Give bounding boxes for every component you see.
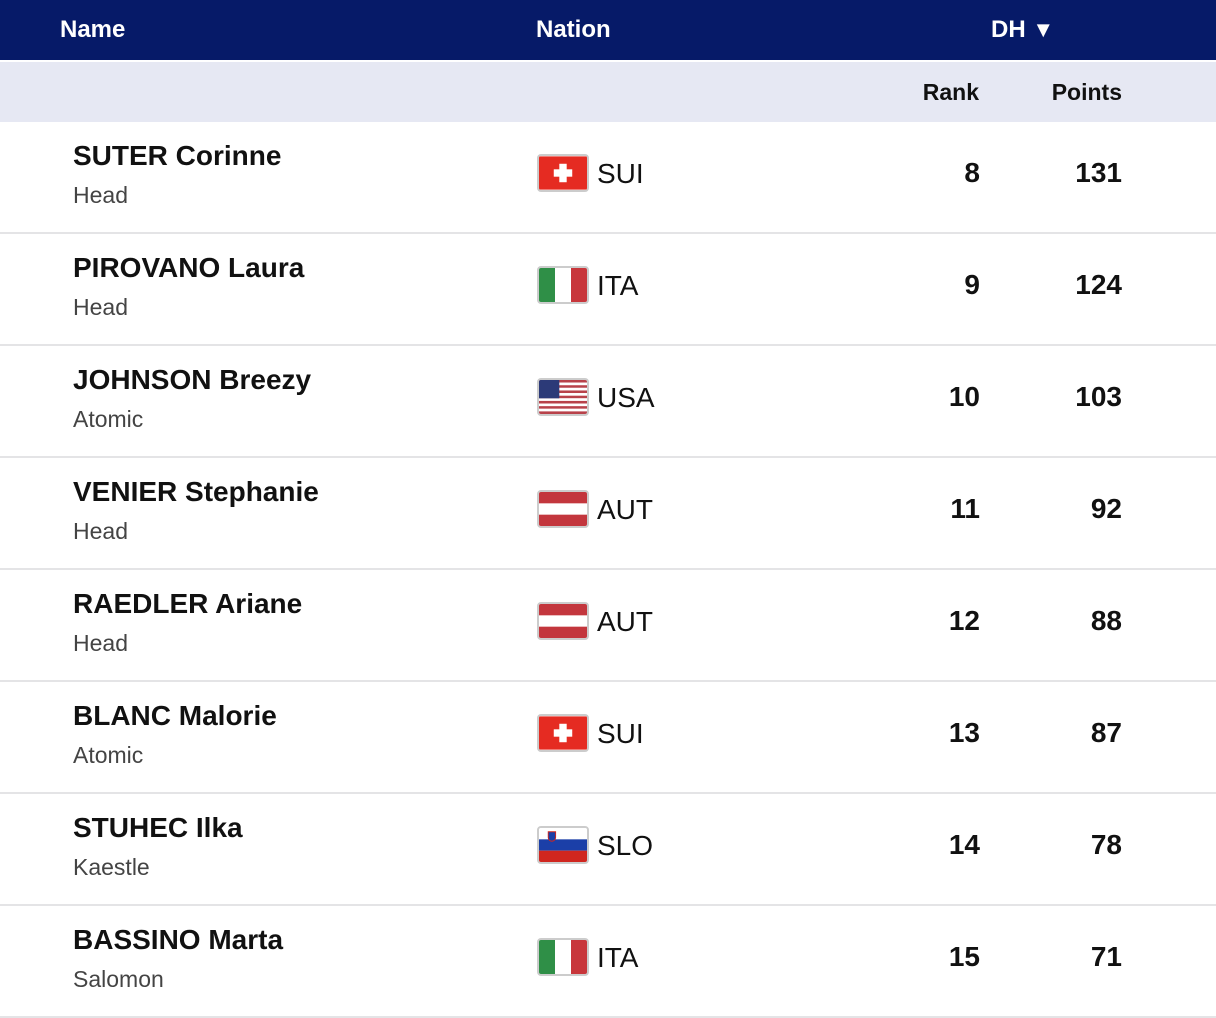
dh-column-header[interactable]: DH ▼ [991,16,1054,44]
name-column-header[interactable]: Name [60,16,126,43]
table-row[interactable]: BLANC Malorie Atomic SUI 13 87 [0,682,1216,794]
rank-value: 13 [948,717,980,748]
points-value: 103 [1075,381,1122,412]
rank-value: 11 [950,493,980,524]
rank-column-header[interactable]: Rank [922,79,979,105]
athlete-name[interactable]: VENIER Stephanie [73,476,319,507]
athlete-brand: Kaestle [73,854,150,880]
rank-value: 15 [948,941,980,972]
points-value: 124 [1075,269,1122,300]
rank-value: 14 [948,829,980,860]
nation-code: SLO [597,830,654,861]
table-body: SUTER Corinne Head SUI 8 131 PIROVANO Lau… [0,122,1216,1018]
nation-code: AUT [597,494,653,525]
athlete-name[interactable]: STUHEC Ilka [73,812,243,843]
rank-value: 12 [948,605,980,636]
sui-flag-icon [537,154,589,192]
points-value: 78 [1090,829,1122,860]
points-value: 131 [1075,157,1122,188]
athlete-brand: Atomic [73,406,144,432]
usa-flag-icon [537,378,589,416]
athlete-brand: Head [73,182,128,208]
rank-value: 10 [948,381,980,412]
triangle-down-icon: ▼ [1032,17,1055,42]
rank-value: 9 [964,269,980,300]
athlete-brand: Head [73,518,128,544]
aut-flag-icon [537,602,589,640]
table-row[interactable]: RAEDLER Ariane Head AUT 12 88 [0,570,1216,682]
points-value: 92 [1090,493,1122,524]
table-row[interactable]: VENIER Stephanie Head AUT 11 92 [0,458,1216,570]
nation-code: ITA [597,942,639,973]
points-column-header[interactable]: Points [1051,79,1122,105]
rank-value: 8 [964,157,980,188]
points-value: 71 [1090,941,1122,972]
nation-code: SUI [597,158,644,189]
slo-flag-icon [537,826,589,864]
dh-label: DH [991,16,1026,43]
ita-flag-icon [537,266,589,304]
athlete-brand: Head [73,294,128,320]
aut-flag-icon [537,490,589,528]
athlete-brand: Salomon [73,966,164,992]
athlete-brand: Head [73,630,128,656]
nation-column-header[interactable]: Nation [536,16,611,43]
athlete-name[interactable]: PIROVANO Laura [73,252,305,283]
table-row[interactable]: SUTER Corinne Head SUI 8 131 [0,122,1216,234]
table-subheader: Rank Points [0,62,1216,122]
ita-flag-icon [537,938,589,976]
nation-code: USA [597,382,655,413]
table-row[interactable]: PIROVANO Laura Head ITA 9 124 [0,234,1216,346]
athlete-name[interactable]: RAEDLER Ariane [73,588,303,619]
table-header: Name Nation DH ▼ [0,0,1216,60]
athlete-name[interactable]: JOHNSON Breezy [73,364,312,395]
nation-code: SUI [597,718,644,749]
athlete-brand: Atomic [73,742,144,768]
points-value: 88 [1090,605,1122,636]
points-value: 87 [1090,717,1122,748]
table-row[interactable]: JOHNSON Breezy Atomic USA 10 103 [0,346,1216,458]
athlete-name[interactable]: BLANC Malorie [73,700,277,731]
table-row[interactable]: STUHEC Ilka Kaestle SLO 14 78 [0,794,1216,906]
nation-code: AUT [597,606,653,637]
athlete-name[interactable]: BASSINO Marta [73,924,284,955]
table-row[interactable]: BASSINO Marta Salomon ITA 15 71 [0,906,1216,1018]
sui-flag-icon [537,714,589,752]
nation-code: ITA [597,270,639,301]
athlete-name[interactable]: SUTER Corinne [73,140,282,171]
